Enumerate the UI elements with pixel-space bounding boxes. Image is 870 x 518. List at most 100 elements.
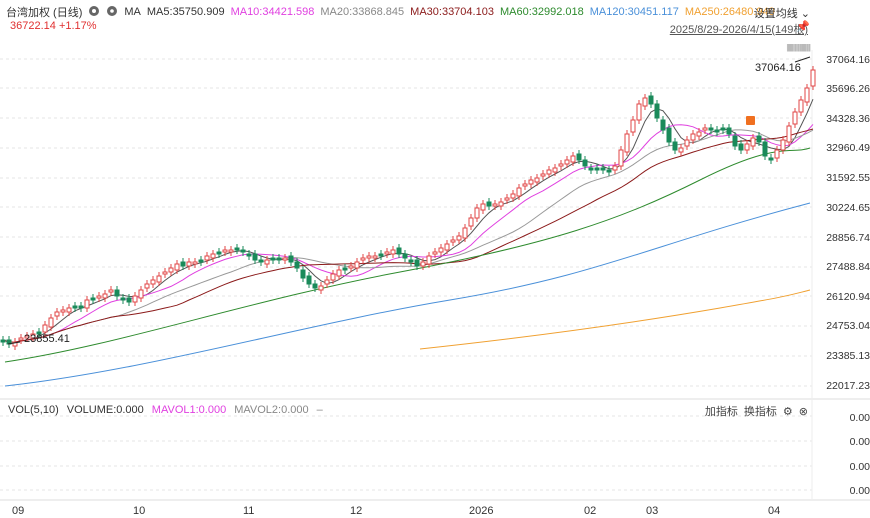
- candle-body: [576, 153, 582, 161]
- candle-body: [768, 157, 774, 161]
- candle-body: [384, 251, 390, 255]
- candle-body: [54, 311, 60, 317]
- candle-body: [84, 299, 90, 309]
- candle-body: [486, 201, 492, 207]
- ma20-value: MA20:33868.845: [320, 6, 405, 18]
- y-axis-label: 30224.65: [826, 202, 870, 214]
- candle-body: [600, 167, 606, 171]
- vol-title: VOL(5,10): [8, 404, 59, 416]
- candle-body: [792, 111, 798, 125]
- candle-body: [762, 141, 768, 157]
- y-axis-label: 27488.84: [826, 261, 870, 273]
- candle-body: [192, 261, 198, 265]
- low-annotation: 23855.41: [24, 333, 70, 345]
- candle-body: [300, 269, 306, 279]
- chevron-down-icon: ⌄: [800, 8, 810, 20]
- x-axis-label: 02: [584, 505, 597, 517]
- candle-body: [612, 165, 618, 171]
- mavol1-value: MAVOL1:0.000: [151, 404, 227, 416]
- candle-body: [648, 95, 654, 105]
- y-axis-label: 37064.16: [826, 54, 870, 66]
- candle-body: [12, 341, 18, 347]
- volume-value: VOLUME:0.000: [66, 404, 144, 416]
- ruler-scale: ||||||||||||||||||||||: [786, 43, 811, 52]
- candle-body: [222, 249, 228, 253]
- candle-body: [504, 197, 510, 201]
- candle-body: [198, 259, 204, 263]
- candle-body: [72, 305, 78, 309]
- candle-body: [606, 169, 612, 173]
- candle-body: [246, 253, 252, 257]
- candle-body: [654, 103, 660, 119]
- candle-body: [708, 127, 714, 131]
- indicator-tools: 加指标 换指标 ⚙ ⊗: [705, 403, 808, 419]
- change-percent: +1.17%: [58, 20, 97, 32]
- ma250-value: MA250:26480.940: [684, 6, 775, 18]
- ma-settings-button[interactable]: 设置均线 ⌄: [754, 5, 810, 21]
- y-axis-label: 26120.94: [826, 291, 870, 303]
- candle-body: [636, 103, 642, 121]
- candle-body: [474, 207, 480, 219]
- switch-indicator-button[interactable]: 换指标: [743, 406, 777, 418]
- candle-body: [48, 317, 54, 328]
- candle-body: [780, 139, 786, 151]
- ma60-value: MA60:32992.018: [499, 6, 584, 18]
- y-axis-label: 35696.26: [826, 83, 870, 95]
- candle-body: [630, 119, 636, 133]
- visibility-toggle-icon[interactable]: [88, 5, 100, 20]
- candle-body: [114, 289, 120, 297]
- ma120-value: MA120:30451.117: [589, 6, 679, 18]
- candle-body: [180, 261, 186, 267]
- close-icon[interactable]: ⊗: [798, 405, 808, 418]
- vol-axis-label: 0.00: [849, 436, 870, 448]
- candle-body: [228, 249, 234, 253]
- pin-icon[interactable]: 📌: [796, 21, 810, 33]
- candle-body: [42, 324, 48, 333]
- candle-body: [456, 235, 462, 241]
- candle-body: [126, 297, 132, 303]
- candle-body: [360, 257, 366, 261]
- symbol-title[interactable]: 台湾加权 (日线): [6, 7, 83, 19]
- candle-body: [756, 135, 762, 143]
- candle-body: [366, 255, 372, 259]
- add-indicator-button[interactable]: 加指标: [704, 406, 738, 418]
- candle-body: [186, 261, 192, 267]
- candle-body: [108, 289, 114, 293]
- candle-body: [174, 263, 180, 271]
- candle-body: [774, 149, 780, 159]
- candle-body: [558, 163, 564, 167]
- candle-body: [798, 99, 804, 113]
- y-axis-label: 28856.74: [826, 232, 870, 244]
- y-axis-label: 32960.49: [826, 142, 870, 154]
- ma60-line: [4, 147, 811, 363]
- candle-body: [102, 293, 108, 299]
- candle-body: [678, 147, 684, 153]
- y-axis-label: 22017.23: [826, 380, 870, 392]
- candle-body: [264, 259, 270, 265]
- candle-body: [330, 273, 336, 281]
- candle-body: [294, 261, 300, 269]
- candle-body: [660, 119, 666, 131]
- candle-body: [132, 295, 138, 303]
- gear-icon[interactable]: ⚙: [782, 405, 793, 418]
- low-marker: [7, 341, 21, 345]
- candle-body: [462, 227, 468, 239]
- candle-body: [216, 251, 222, 255]
- date-range[interactable]: 2025/8/29-2026/4/15(149根): [669, 24, 808, 36]
- vol-axis-label: 0.00: [849, 412, 870, 424]
- candle-body: [420, 261, 426, 267]
- candle-body: [672, 141, 678, 151]
- candle-body: [720, 127, 726, 131]
- candle-body: [744, 143, 750, 151]
- x-axis-label: 2026: [469, 505, 494, 517]
- candle-body: [732, 135, 738, 147]
- ma250-line: [419, 289, 811, 350]
- candle-body: [528, 179, 534, 185]
- settings-gear-icon[interactable]: [106, 5, 118, 20]
- candle-body: [390, 249, 396, 255]
- y-axis-label: 23385.13: [826, 350, 870, 362]
- candle-body: [642, 97, 648, 107]
- candle-body: [540, 173, 546, 177]
- candle-body: [684, 139, 690, 147]
